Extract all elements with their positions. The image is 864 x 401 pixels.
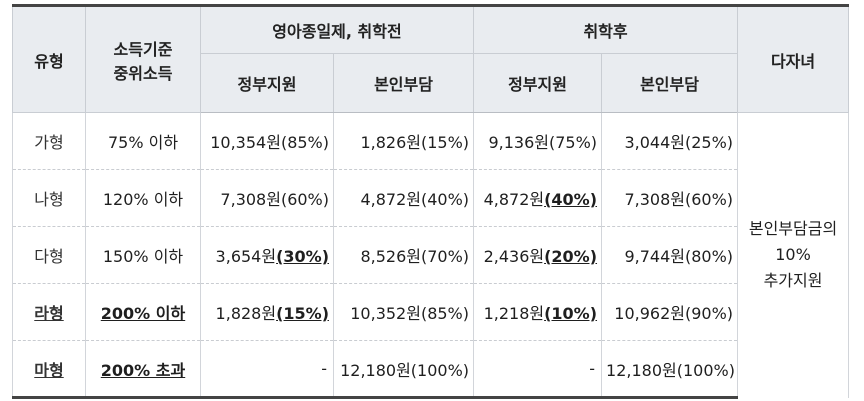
subsidy-table-container: 유형 소득기준 중위소득 영아종일제, 취학전 취학후 다자녀 정부지원 본인부… bbox=[12, 4, 850, 399]
before-gov-percent: (15%) bbox=[276, 304, 329, 323]
after-gov-amount: 4,872원 bbox=[483, 190, 545, 209]
before-gov-amount: 7,308원 bbox=[220, 190, 281, 209]
before-gov-amount: - bbox=[321, 359, 327, 378]
after-gov-amount: - bbox=[589, 359, 596, 378]
row-before-gov: 3,654원(30%) bbox=[200, 226, 334, 284]
after-gov-percent: (75%) bbox=[548, 133, 598, 152]
row-type: 다형 bbox=[12, 226, 86, 284]
row-type: 나형 bbox=[12, 169, 86, 227]
row-after-self: 12,180원(100%) bbox=[601, 340, 739, 399]
multi-child-note-line1: 본인부담금의 bbox=[748, 219, 838, 239]
row-before-gov: - bbox=[200, 340, 334, 399]
header-group-after-school: 취학후 bbox=[473, 4, 739, 54]
row-after-self: 3,044원(25%) bbox=[601, 112, 739, 170]
row-income: 120% 이하 bbox=[85, 169, 201, 227]
row-before-self: 4,872원(40%) bbox=[332, 169, 475, 227]
row-income: 200% 이하 bbox=[85, 283, 201, 341]
row-type: 마형 bbox=[12, 340, 86, 399]
before-gov-percent: (85%) bbox=[280, 133, 329, 152]
header-income-criteria: 소득기준 중위소득 bbox=[85, 4, 201, 113]
header-before-gov-support: 정부지원 bbox=[200, 53, 334, 113]
table-row: 라형 200% 이하 1,828원(15%) 10,352원(85%) 1,21… bbox=[12, 283, 849, 341]
after-gov-amount: 9,136원 bbox=[488, 133, 549, 152]
row-before-self: 12,180원(100%) bbox=[332, 340, 475, 399]
row-type: 라형 bbox=[12, 283, 86, 341]
before-gov-percent: (30%) bbox=[276, 247, 329, 266]
header-before-self-pay: 본인부담 bbox=[332, 53, 475, 113]
row-after-gov: 2,436원(20%) bbox=[473, 226, 603, 284]
childcare-subsidy-table: 유형 소득기준 중위소득 영아종일제, 취학전 취학후 다자녀 정부지원 본인부… bbox=[12, 4, 850, 399]
row-after-gov: 9,136원(75%) bbox=[473, 112, 603, 170]
row-income: 150% 이하 bbox=[85, 226, 201, 284]
row-income: 200% 초과 bbox=[85, 340, 201, 399]
header-after-gov-support: 정부지원 bbox=[473, 53, 603, 113]
row-after-gov: - bbox=[473, 340, 603, 399]
table-row: 나형 120% 이하 7,308원(60%) 4,872원(40%) 4,872… bbox=[12, 169, 849, 227]
row-before-self: 8,526원(70%) bbox=[332, 226, 475, 284]
row-before-gov: 10,354원(85%) bbox=[200, 112, 334, 170]
row-before-gov: 7,308원(60%) bbox=[200, 169, 334, 227]
row-after-gov: 1,218원(10%) bbox=[473, 283, 603, 341]
header-group-before-school: 영아종일제, 취학전 bbox=[199, 4, 475, 54]
row-after-self: 9,744원(80%) bbox=[601, 226, 739, 284]
after-gov-percent: (10%) bbox=[544, 304, 598, 323]
row-before-self: 10,352원(85%) bbox=[332, 283, 475, 341]
header-after-self-pay: 본인부담 bbox=[601, 53, 739, 113]
after-gov-percent: (20%) bbox=[544, 247, 598, 266]
row-after-self: 10,962원(90%) bbox=[601, 283, 739, 341]
row-before-self: 1,826원(15%) bbox=[332, 112, 475, 170]
row-after-gov: 4,872원(40%) bbox=[473, 169, 603, 227]
row-before-gov: 1,828원(15%) bbox=[200, 283, 334, 341]
row-after-self: 7,308원(60%) bbox=[601, 169, 739, 227]
table-row: 가형 75% 이하 10,354원(85%) 1,826원(15%) 9,136… bbox=[12, 112, 850, 398]
before-gov-amount: 1,828원 bbox=[215, 304, 277, 323]
before-gov-amount: 3,654원 bbox=[215, 247, 277, 266]
after-gov-percent: (40%) bbox=[544, 190, 598, 209]
before-gov-percent: (60%) bbox=[280, 190, 329, 209]
multi-child-note-line3: 추가지원 bbox=[763, 271, 823, 291]
header-type: 유형 bbox=[12, 4, 86, 113]
table-row: 마형 200% 초과 - 12,180원(100%) - 12,180원(100… bbox=[12, 340, 849, 399]
after-gov-amount: 2,436원 bbox=[483, 247, 545, 266]
after-gov-amount: 1,218원 bbox=[483, 304, 545, 323]
header-multi-child: 다자녀 bbox=[737, 4, 850, 113]
row-type: 가형 bbox=[12, 112, 86, 170]
before-gov-amount: 10,354원 bbox=[210, 133, 281, 152]
row-income: 75% 이하 bbox=[85, 112, 201, 170]
header-income-line1: 소득기준 bbox=[113, 39, 173, 59]
multi-child-note: 본인부담금의 10% 추가지원 bbox=[737, 112, 850, 398]
multi-child-note-line2: 10% bbox=[775, 245, 811, 265]
header-income-line2: 중위소득 bbox=[113, 63, 173, 83]
table-row: 다형 150% 이하 3,654원(30%) 8,526원(70%) 2,436… bbox=[12, 226, 849, 284]
